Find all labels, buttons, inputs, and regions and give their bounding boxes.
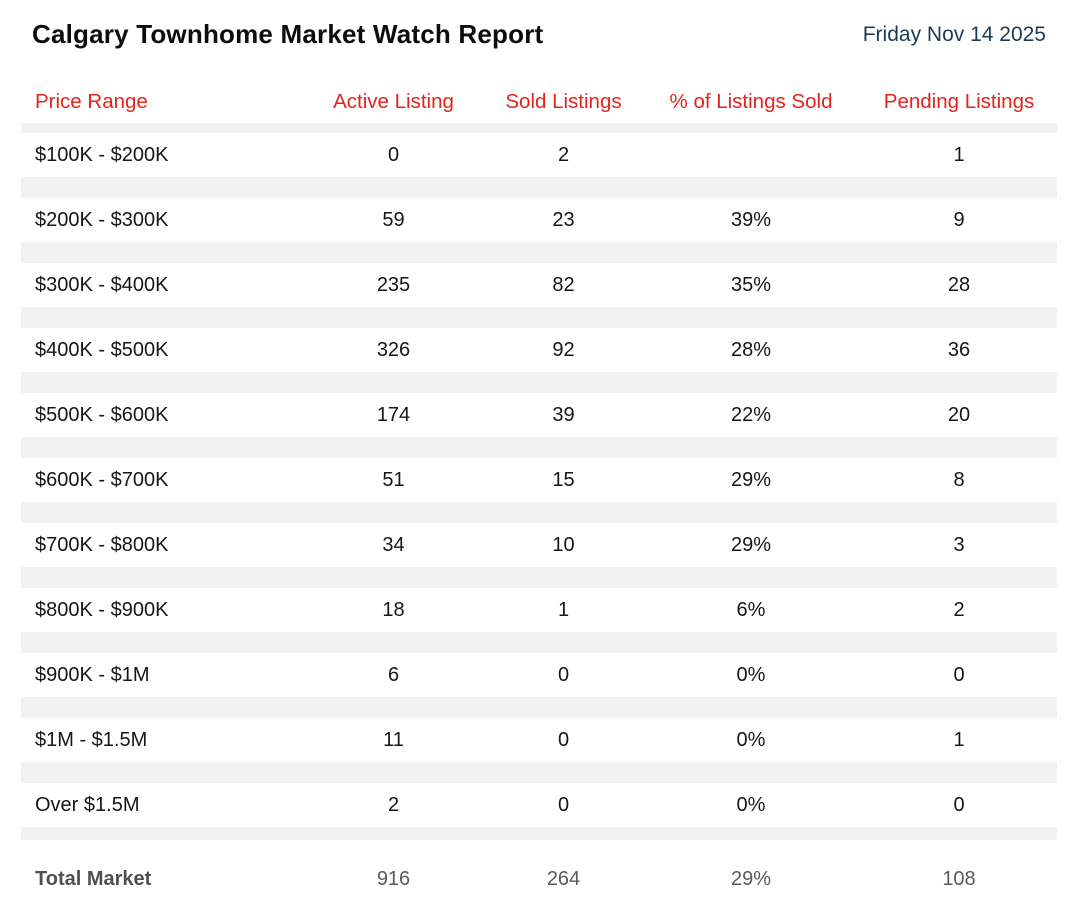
pending-listings-cell: 1 [953, 143, 965, 166]
sold-listings-cell: 0 [557, 728, 570, 751]
price-range-cell: $1M - $1.5M [35, 728, 148, 751]
pending-listings-cell: 8 [953, 468, 965, 491]
pct-listings-sold-cell: 29% [730, 533, 772, 556]
pending-listings-cell: 1 [953, 728, 965, 751]
sold-listings-cell: 0 [557, 793, 570, 816]
table-row: $900K - $1M 6 0 0% 0 [21, 653, 1057, 697]
table-row: Over $1.5M 2 0 0% 0 [21, 783, 1057, 827]
active-listing-cell: 59 [382, 208, 405, 231]
pending-listings-cell: 9 [953, 208, 965, 231]
total-active-listing: 916 [376, 867, 411, 890]
table-header-row: Price Range Active Listing Sold Listings… [21, 50, 1057, 123]
active-listing-cell: 174 [376, 403, 411, 426]
pct-listings-sold-cell: 22% [730, 403, 772, 426]
column-header-pending-listings: Pending Listings [883, 90, 1035, 113]
active-listing-cell: 235 [376, 273, 411, 296]
pending-listings-cell: 0 [953, 663, 965, 686]
price-range-cell: $100K - $200K [35, 143, 169, 166]
column-header-active-listing: Active Listing [333, 90, 454, 113]
sold-listings-cell: 39 [552, 403, 575, 426]
pending-listings-cell: 20 [947, 403, 971, 426]
total-row: Total Market 916 264 29% 108 [21, 863, 1057, 895]
pct-listings-sold-cell: 0% [736, 663, 766, 686]
pct-listings-sold-cell: 0% [736, 793, 766, 816]
table-row: $100K - $200K 0 2 1 [21, 133, 1057, 177]
column-header-price-range: Price Range [35, 90, 148, 113]
pending-listings-cell: 3 [953, 533, 965, 556]
active-listing-cell: 11 [383, 728, 404, 751]
active-listing-cell: 326 [376, 338, 411, 361]
table-row: $700K - $800K 34 10 29% 3 [21, 523, 1057, 567]
pct-listings-sold-cell: 29% [730, 468, 772, 491]
pct-listings-sold-cell: 6% [736, 598, 766, 621]
table-row: $1M - $1.5M 11 0 0% 1 [21, 718, 1057, 762]
total-label: Total Market [35, 867, 152, 890]
table-row: $300K - $400K 235 82 35% 28 [21, 263, 1057, 307]
total-pending-listings: 108 [942, 867, 976, 890]
report-date: Friday Nov 14 2025 [862, 23, 1046, 46]
sold-listings-cell: 82 [552, 273, 575, 296]
report-header: Calgary Townhome Market Watch Report Fri… [0, 0, 1080, 50]
table-row: $400K - $500K 326 92 28% 36 [21, 328, 1057, 372]
pct-listings-sold-cell: 35% [730, 273, 772, 296]
price-range-cell: $200K - $300K [35, 208, 169, 231]
active-listing-cell: 2 [387, 793, 400, 816]
active-listing-cell: 6 [387, 663, 400, 686]
total-pct-listings-sold: 29% [730, 867, 772, 890]
pending-listings-cell: 28 [947, 273, 971, 296]
table-row: $200K - $300K 59 23 39% 9 [21, 198, 1057, 242]
table-body: $100K - $200K 0 2 1 $200K - $300K 59 23 … [21, 123, 1057, 840]
pct-listings-sold-cell: 28% [730, 338, 772, 361]
pct-listings-sold-cell: 0% [736, 728, 766, 751]
pending-listings-cell: 36 [947, 338, 971, 361]
sold-listings-cell: 23 [552, 208, 575, 231]
sold-listings-cell: 10 [552, 533, 575, 556]
pending-listings-cell: 2 [953, 598, 965, 621]
sold-listings-cell: 15 [552, 468, 575, 491]
total-sold-listings: 264 [546, 867, 581, 890]
sold-listings-cell: 1 [557, 598, 570, 621]
column-header-sold-listings: Sold Listings [505, 90, 622, 113]
price-range-cell: $600K - $700K [35, 468, 169, 491]
market-table: Price Range Active Listing Sold Listings… [21, 50, 1057, 895]
price-range-cell: $900K - $1M [35, 663, 150, 686]
pending-listings-cell: 0 [953, 793, 965, 816]
pct-listings-sold-cell: 39% [730, 208, 772, 231]
sold-listings-cell: 2 [557, 143, 570, 166]
table-row: $500K - $600K 174 39 22% 20 [21, 393, 1057, 437]
table-row: $600K - $700K 51 15 29% 8 [21, 458, 1057, 502]
active-listing-cell: 34 [382, 533, 405, 556]
page-title: Calgary Townhome Market Watch Report [32, 19, 544, 49]
sold-listings-cell: 92 [552, 338, 575, 361]
price-range-cell: $700K - $800K [35, 533, 169, 556]
active-listing-cell: 0 [387, 143, 400, 166]
sold-listings-cell: 0 [557, 663, 570, 686]
price-range-cell: $400K - $500K [35, 338, 169, 361]
active-listing-cell: 18 [382, 598, 405, 621]
price-range-cell: $500K - $600K [35, 403, 169, 426]
column-header-pct-listings-sold: % of Listings Sold [669, 90, 833, 113]
price-range-cell: $300K - $400K [35, 273, 169, 296]
active-listing-cell: 51 [382, 468, 405, 491]
table-row: $800K - $900K 18 1 6% 2 [21, 588, 1057, 632]
price-range-cell: $800K - $900K [35, 598, 169, 621]
price-range-cell: Over $1.5M [35, 793, 140, 816]
